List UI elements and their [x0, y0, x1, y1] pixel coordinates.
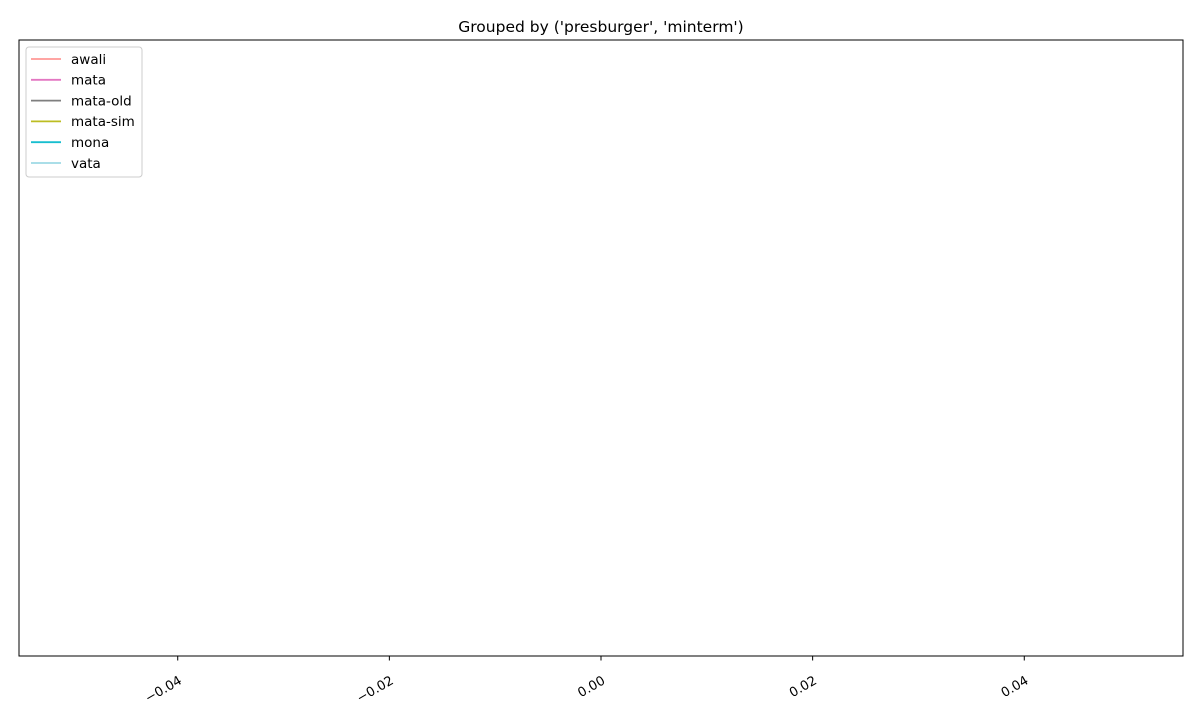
legend: awali mata mata-old mata-sim mona vata — [25, 46, 143, 178]
x-tick-label: 0.04 — [999, 673, 1032, 700]
x-tick-label: 0.00 — [575, 673, 608, 700]
legend-label-awali: awali — [71, 52, 106, 68]
plot-area — [18, 39, 1184, 657]
legend-label-mona: mona — [71, 135, 109, 151]
x-tick-label: 0.02 — [787, 673, 820, 700]
x-tick-label: −0.02 — [354, 673, 396, 706]
legend-label-mata: mata — [71, 73, 106, 89]
x-axis-ticks: −0.04 −0.02 0.00 0.02 0.04 — [143, 656, 1032, 706]
legend-label-mata-old: mata-old — [71, 93, 132, 109]
legend-label-mata-sim: mata-sim — [71, 114, 135, 130]
legend-label-vata: vata — [71, 156, 101, 172]
chart-title: Grouped by ('presburger', 'minterm') — [458, 18, 743, 36]
x-tick-label: −0.04 — [143, 673, 185, 706]
